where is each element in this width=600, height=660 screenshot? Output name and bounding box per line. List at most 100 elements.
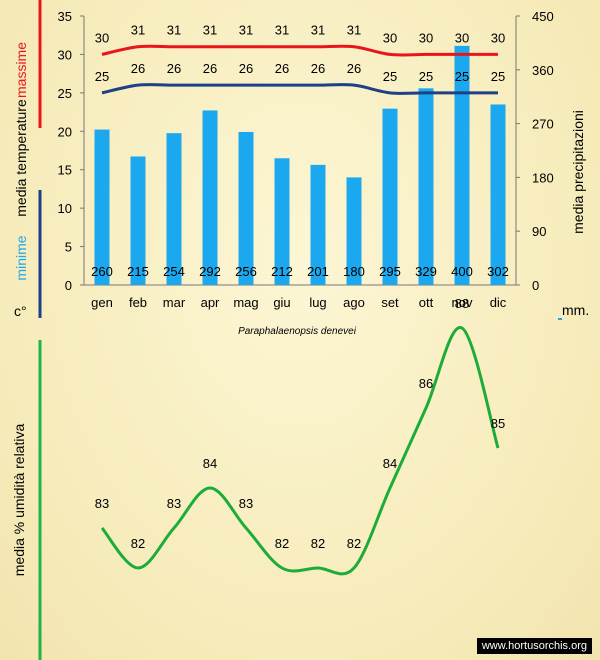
precipitation-value-label: 302 xyxy=(487,264,509,279)
humidity-value-label: 83 xyxy=(239,496,253,511)
precipitation-axis-label: media precipitazioni xyxy=(570,110,586,234)
precipitation-value-label: 201 xyxy=(307,264,329,279)
left-tick-label: 30 xyxy=(58,47,72,62)
month-tick-label: feb xyxy=(129,295,147,310)
month-tick-label: gen xyxy=(91,295,113,310)
minime-line xyxy=(101,83,498,95)
humidity-value-label: 82 xyxy=(131,536,145,551)
precipitation-bar xyxy=(490,104,506,286)
humidity-value-label: 84 xyxy=(383,456,397,471)
right-tick-label: 180 xyxy=(532,170,554,185)
humidity-value-label: 83 xyxy=(167,496,181,511)
right-tick-label: 360 xyxy=(532,63,554,78)
right-tick-label: 450 xyxy=(532,9,554,24)
minime-value-label: 26 xyxy=(131,61,145,76)
massime-value-label: 30 xyxy=(419,30,433,45)
minime-value-label: 25 xyxy=(383,69,397,84)
right-tick-label: 270 xyxy=(532,117,554,132)
left-tick-label: 0 xyxy=(65,278,72,293)
mm-unit: mm. xyxy=(562,302,589,318)
celsius-unit: c° xyxy=(14,303,27,319)
minime-value-label: 26 xyxy=(203,61,217,76)
precipitation-value-label: 295 xyxy=(379,264,401,279)
month-tick-label: ott xyxy=(419,295,434,310)
watermark: www.hortusorchis.org xyxy=(476,638,592,654)
precipitation-value-label: 180 xyxy=(343,264,365,279)
precipitation-value-label: 215 xyxy=(127,264,149,279)
minime-label: minime xyxy=(13,235,29,280)
left-tick-label: 10 xyxy=(58,201,72,216)
minime-value-label: 25 xyxy=(95,69,109,84)
precipitation-bar xyxy=(382,108,398,286)
left-tick-label: 5 xyxy=(65,240,72,255)
humidity-chart: 83 82 83 84 83 82 82 82 84 86 88 85 xyxy=(95,296,505,576)
humidity-value-label: 82 xyxy=(275,536,289,551)
massime-value-label: 31 xyxy=(275,23,289,38)
minime-value-label: 26 xyxy=(275,61,289,76)
minime-value-label: 26 xyxy=(167,61,181,76)
precipitation-bar xyxy=(310,164,326,285)
month-tick-label: ago xyxy=(343,295,365,310)
month-tick-label: set xyxy=(381,295,399,310)
right-tick-label: 0 xyxy=(532,278,539,293)
humidity-value-label: 82 xyxy=(311,536,325,551)
massime-value-label: 30 xyxy=(383,30,397,45)
month-tick-label: apr xyxy=(201,295,220,310)
precipitation-bar xyxy=(454,45,470,286)
chart-title: Paraphalaenopsis denevei xyxy=(238,326,357,337)
minime-value-label: 26 xyxy=(347,61,361,76)
humidity-value-label: 84 xyxy=(203,456,217,471)
minime-value-label: 25 xyxy=(455,69,469,84)
massime-value-label: 30 xyxy=(455,30,469,45)
minime-value-label: 25 xyxy=(419,69,433,84)
humidity-value-label: 86 xyxy=(419,376,433,391)
massime-value-label: 30 xyxy=(95,30,109,45)
precipitation-value-label: 254 xyxy=(163,264,185,279)
month-tick-label: lug xyxy=(309,295,326,310)
massime-value-label: 31 xyxy=(347,23,361,38)
precipitation-value-label: 256 xyxy=(235,264,257,279)
left-tick-label: 25 xyxy=(58,86,72,101)
precipitation-value-label: 400 xyxy=(451,264,473,279)
massime-value-label: 31 xyxy=(131,23,145,38)
humidity-value-label: 88 xyxy=(455,296,469,311)
massime-line xyxy=(101,44,498,57)
left-tick-label: 35 xyxy=(58,9,72,24)
massime-value-label: 31 xyxy=(239,23,253,38)
massime-value-label: 31 xyxy=(167,23,181,38)
massime-value-label: 31 xyxy=(311,23,325,38)
humidity-value-label: 82 xyxy=(347,536,361,551)
right-tick-label: 90 xyxy=(532,224,546,239)
month-tick-label: mag xyxy=(233,295,258,310)
humidity-value-label: 83 xyxy=(95,496,109,511)
month-tick-label: dic xyxy=(490,295,507,310)
left-tick-label: 15 xyxy=(58,163,72,178)
precipitation-bar xyxy=(418,88,434,285)
massime-value-label: 30 xyxy=(491,30,505,45)
precipitation-bar xyxy=(166,133,182,285)
minime-value-label: 25 xyxy=(491,69,505,84)
precipitation-bar xyxy=(202,110,218,286)
precipitation-value-label: 260 xyxy=(91,264,113,279)
precipitation-bar xyxy=(274,158,290,285)
month-tick-label: giu xyxy=(273,295,290,310)
minime-value-label: 26 xyxy=(311,61,325,76)
precipitation-bar xyxy=(346,177,362,285)
month-tick-label: mar xyxy=(163,295,186,310)
minime-value-label: 26 xyxy=(239,61,253,76)
precipitation-bar xyxy=(238,131,254,285)
left-tick-label: 20 xyxy=(58,124,72,139)
precipitation-value-label: 329 xyxy=(415,264,437,279)
precipitation-value-label: 212 xyxy=(271,264,293,279)
precipitation-value-label: 292 xyxy=(199,264,221,279)
massime-value-label: 31 xyxy=(203,23,217,38)
precipitation-bar xyxy=(94,129,110,285)
humidity-axis-label: media % umidità relativa xyxy=(11,424,27,577)
humidity-line xyxy=(100,326,500,576)
humidity-value-label: 85 xyxy=(491,416,505,431)
temperature-axis-label: media temperature xyxy=(13,99,29,217)
precipitation-bar xyxy=(130,156,146,285)
month-tick-label: nov xyxy=(452,295,473,310)
